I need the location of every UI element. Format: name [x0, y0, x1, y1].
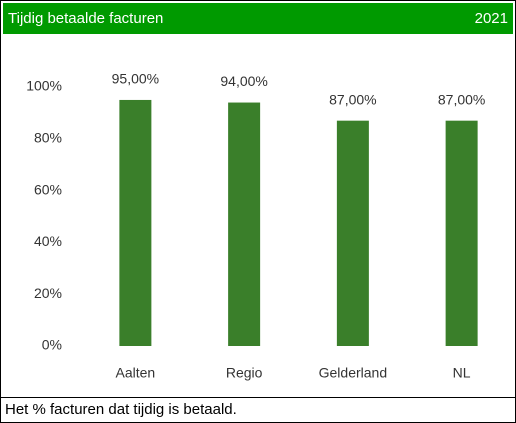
- x-tick-label: NL: [453, 365, 471, 381]
- footnote: Het % facturen dat tijdig is betaald.: [5, 401, 237, 418]
- header-band: [3, 3, 513, 34]
- y-tick-label: 40%: [34, 233, 62, 249]
- y-tick-label: 0%: [42, 337, 62, 353]
- y-tick-label: 100%: [26, 78, 62, 94]
- value-label: 95,00%: [112, 71, 159, 87]
- value-label: 94,00%: [220, 73, 267, 89]
- y-tick-label: 60%: [34, 181, 62, 197]
- y-tick-label: 20%: [34, 285, 62, 301]
- bar: [228, 102, 261, 346]
- y-tick-label: 80%: [34, 130, 62, 146]
- chart-subtitle: 2021: [475, 10, 508, 27]
- x-tick-label: Aalten: [116, 365, 156, 381]
- x-tick-label: Gelderland: [319, 365, 388, 381]
- bar: [336, 120, 369, 346]
- chart-title: Tijdig betaalde facturen: [8, 10, 163, 27]
- bar: [119, 99, 152, 346]
- x-tick-label: Regio: [226, 365, 263, 381]
- value-label: 87,00%: [438, 91, 485, 107]
- value-label: 87,00%: [329, 91, 376, 107]
- bar: [445, 120, 478, 346]
